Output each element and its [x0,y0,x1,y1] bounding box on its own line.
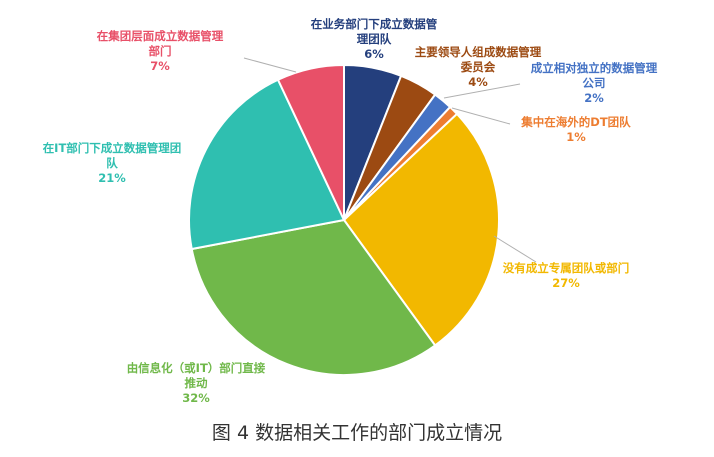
slice-4-label: 集中在海外的DT团队 [520,115,631,129]
slice-3-label: 成立相对独立的数据管理公司 [531,61,658,90]
slice-6-label: 由信息化（或IT）部门直接推动 [127,361,266,390]
slice-8-wedge [276,63,345,221]
slice-4-value-label: 1% [566,130,586,144]
slice-8-label: 在集团层面成立数据管理部门 [97,29,224,58]
slice-2-label: 主要领导人组成数据管理委员会 [415,45,542,74]
figure-caption: 图 4 数据相关工作的部门成立情况 [211,422,503,444]
slice-7-value-label: 21% [98,171,126,185]
slice-3-value-label: 2% [584,91,604,105]
slice-6-wedge [190,218,437,376]
slice-1-label: 在业务部门下成立数据管理团队 [311,17,438,46]
slice-3-leader-line [443,83,521,99]
slice-5-leader-line [493,235,537,263]
slice-7-wedge [188,78,346,251]
slice-8-value-label: 7% [150,59,170,73]
slice-8-leader-line [243,57,297,73]
slice-5-value-label: 27% [552,276,580,290]
slice-5-wedge [342,112,500,347]
slice-1-value-label: 6% [364,47,384,61]
slice-6-value-label: 32% [182,391,210,405]
slice-4-leader-line [451,107,511,125]
slice-5-label: 没有成立专属团队或部门 [503,261,630,275]
slice-7-label: 在IT部门下成立数据管理团队 [43,141,182,170]
slice-2-value-label: 4% [468,75,488,89]
